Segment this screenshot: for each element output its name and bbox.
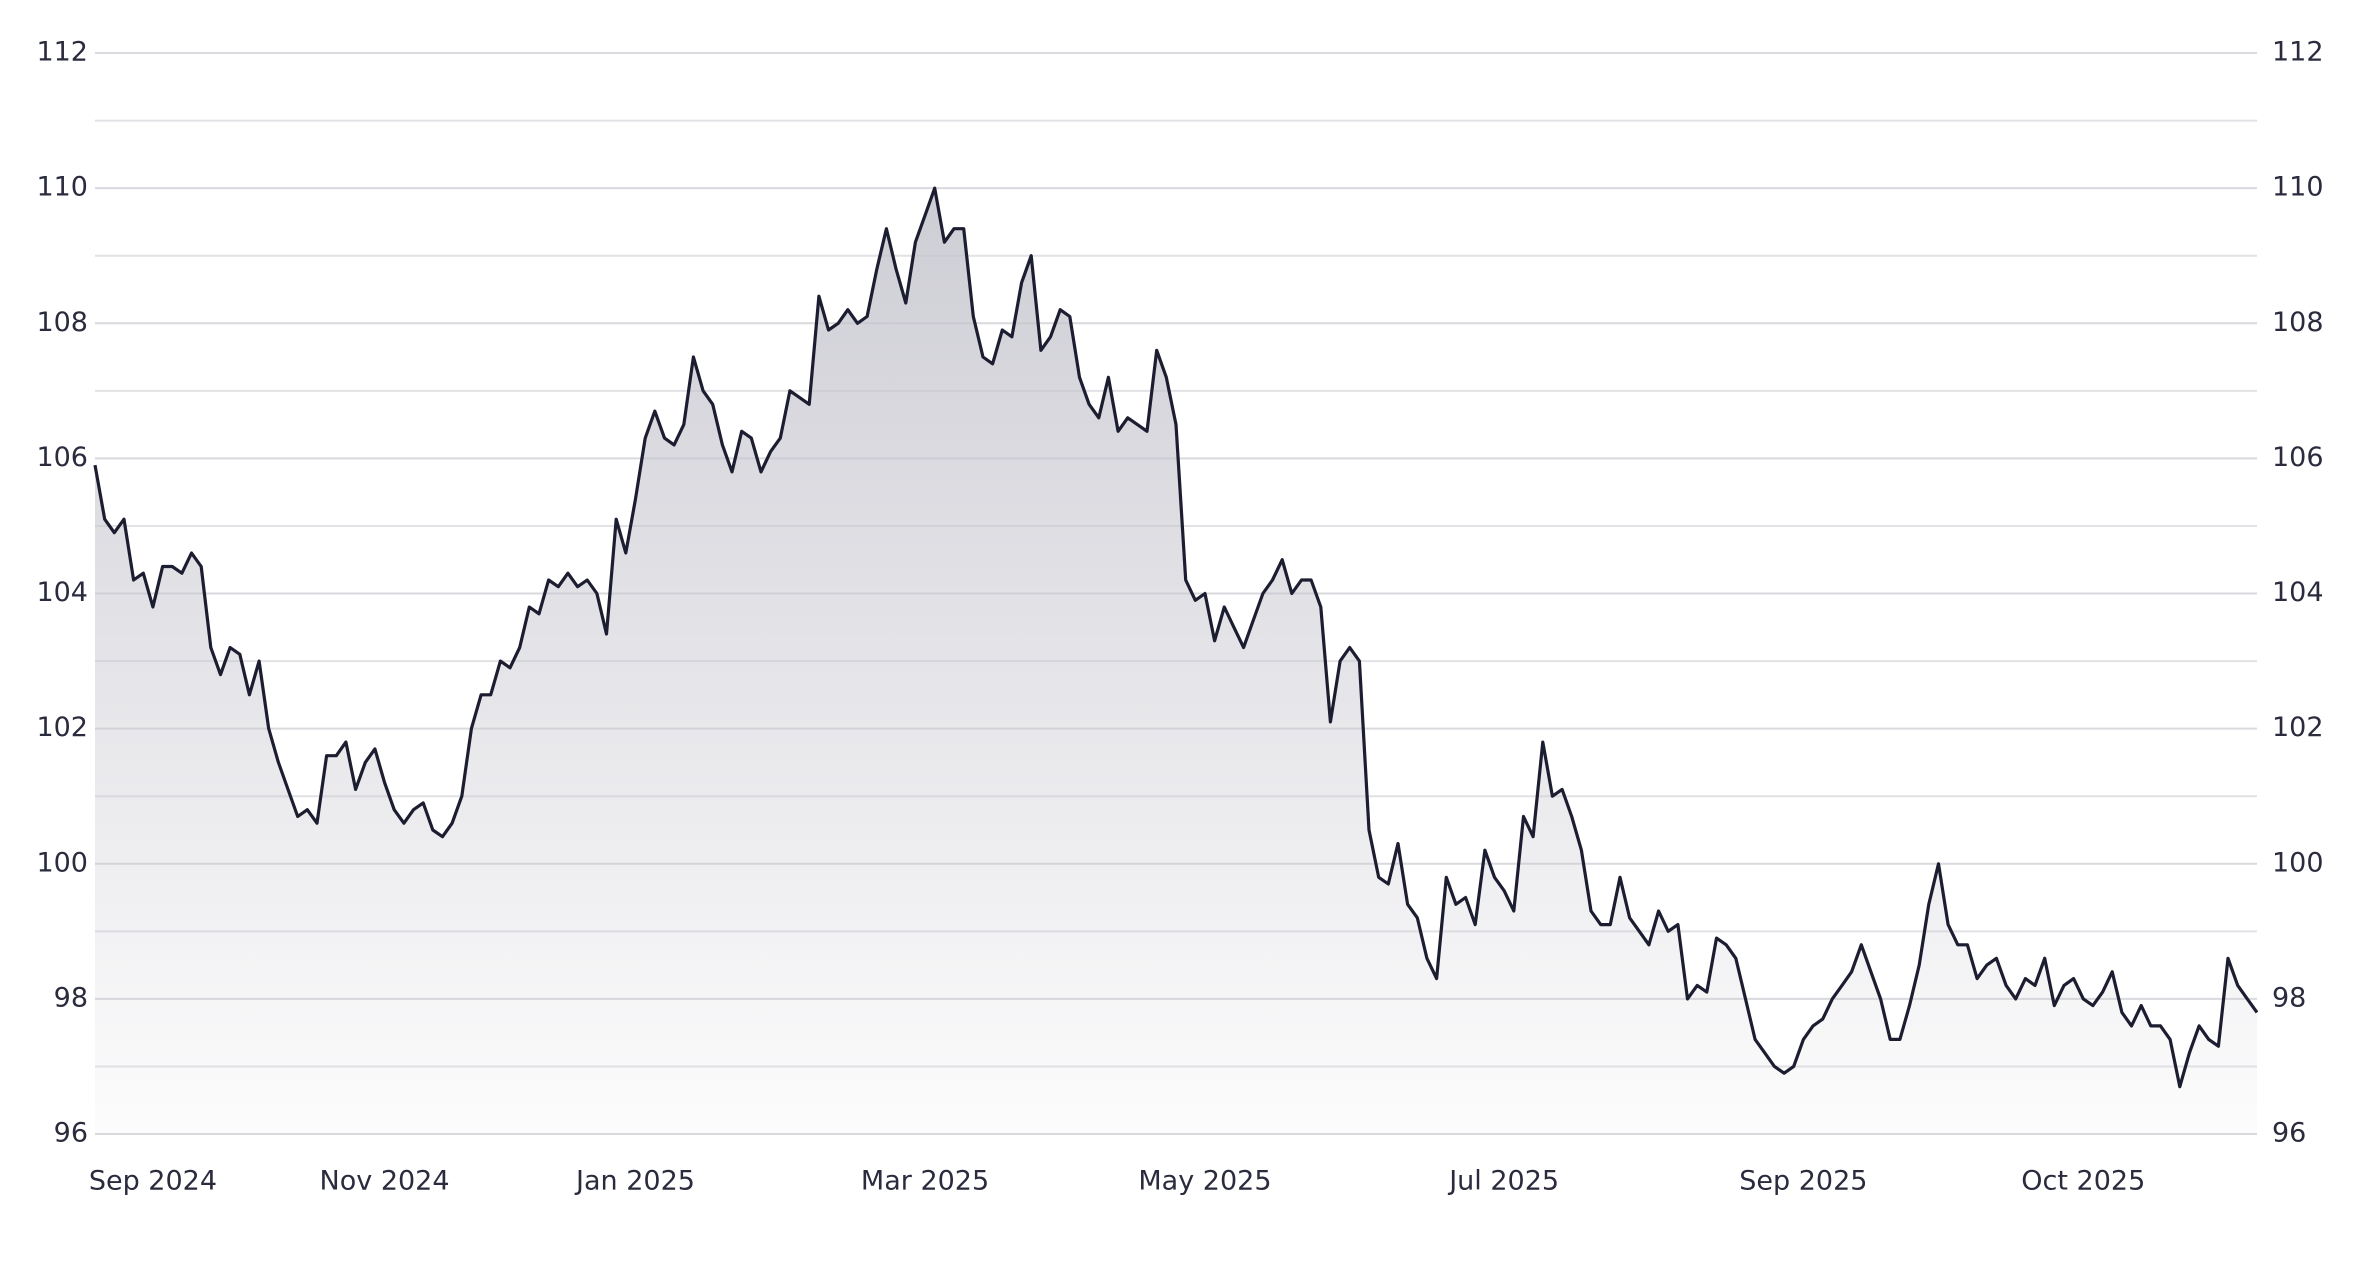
area	[95, 188, 2257, 1135]
y2-tick-label: 104	[2272, 577, 2324, 608]
x-tick-label: Sep 2025	[1739, 1166, 1867, 1197]
line	[93, 186, 2259, 1089]
y-tick-label: 108	[36, 307, 88, 338]
y-tick-label: 104	[36, 577, 88, 608]
x-tick-label: Sep 2024	[89, 1166, 217, 1197]
y-tick-label: 110	[36, 172, 88, 203]
x-tick-label: Oct 2025	[2021, 1166, 2145, 1197]
x-tick-label: Nov 2024	[320, 1166, 450, 1197]
y-tick-label: 112	[36, 37, 88, 68]
y-tick-label: 102	[36, 712, 88, 743]
y2-tick-label: 96	[2272, 1118, 2306, 1149]
y2-tick-label: 108	[2272, 307, 2324, 338]
y-tick-label: 98	[54, 982, 88, 1013]
x-tick-label: Mar 2025	[861, 1166, 989, 1197]
x-tick-label: Jul 2025	[1447, 1166, 1559, 1197]
y2-tick-label: 110	[2272, 172, 2324, 203]
y-tick-label: 100	[36, 847, 88, 878]
y2-tick-label: 106	[2272, 442, 2324, 473]
x-tick-label: May 2025	[1138, 1166, 1271, 1197]
y2-tick-label: 100	[2272, 847, 2324, 878]
y2-tick-label: 112	[2272, 37, 2324, 68]
y-tick-label: 96	[54, 1118, 88, 1149]
y2-tick-label: 102	[2272, 712, 2324, 743]
y2-tick-label: 98	[2272, 982, 2306, 1013]
y-tick-label: 106	[36, 442, 88, 473]
x-tick-label: Jan 2025	[574, 1166, 695, 1197]
